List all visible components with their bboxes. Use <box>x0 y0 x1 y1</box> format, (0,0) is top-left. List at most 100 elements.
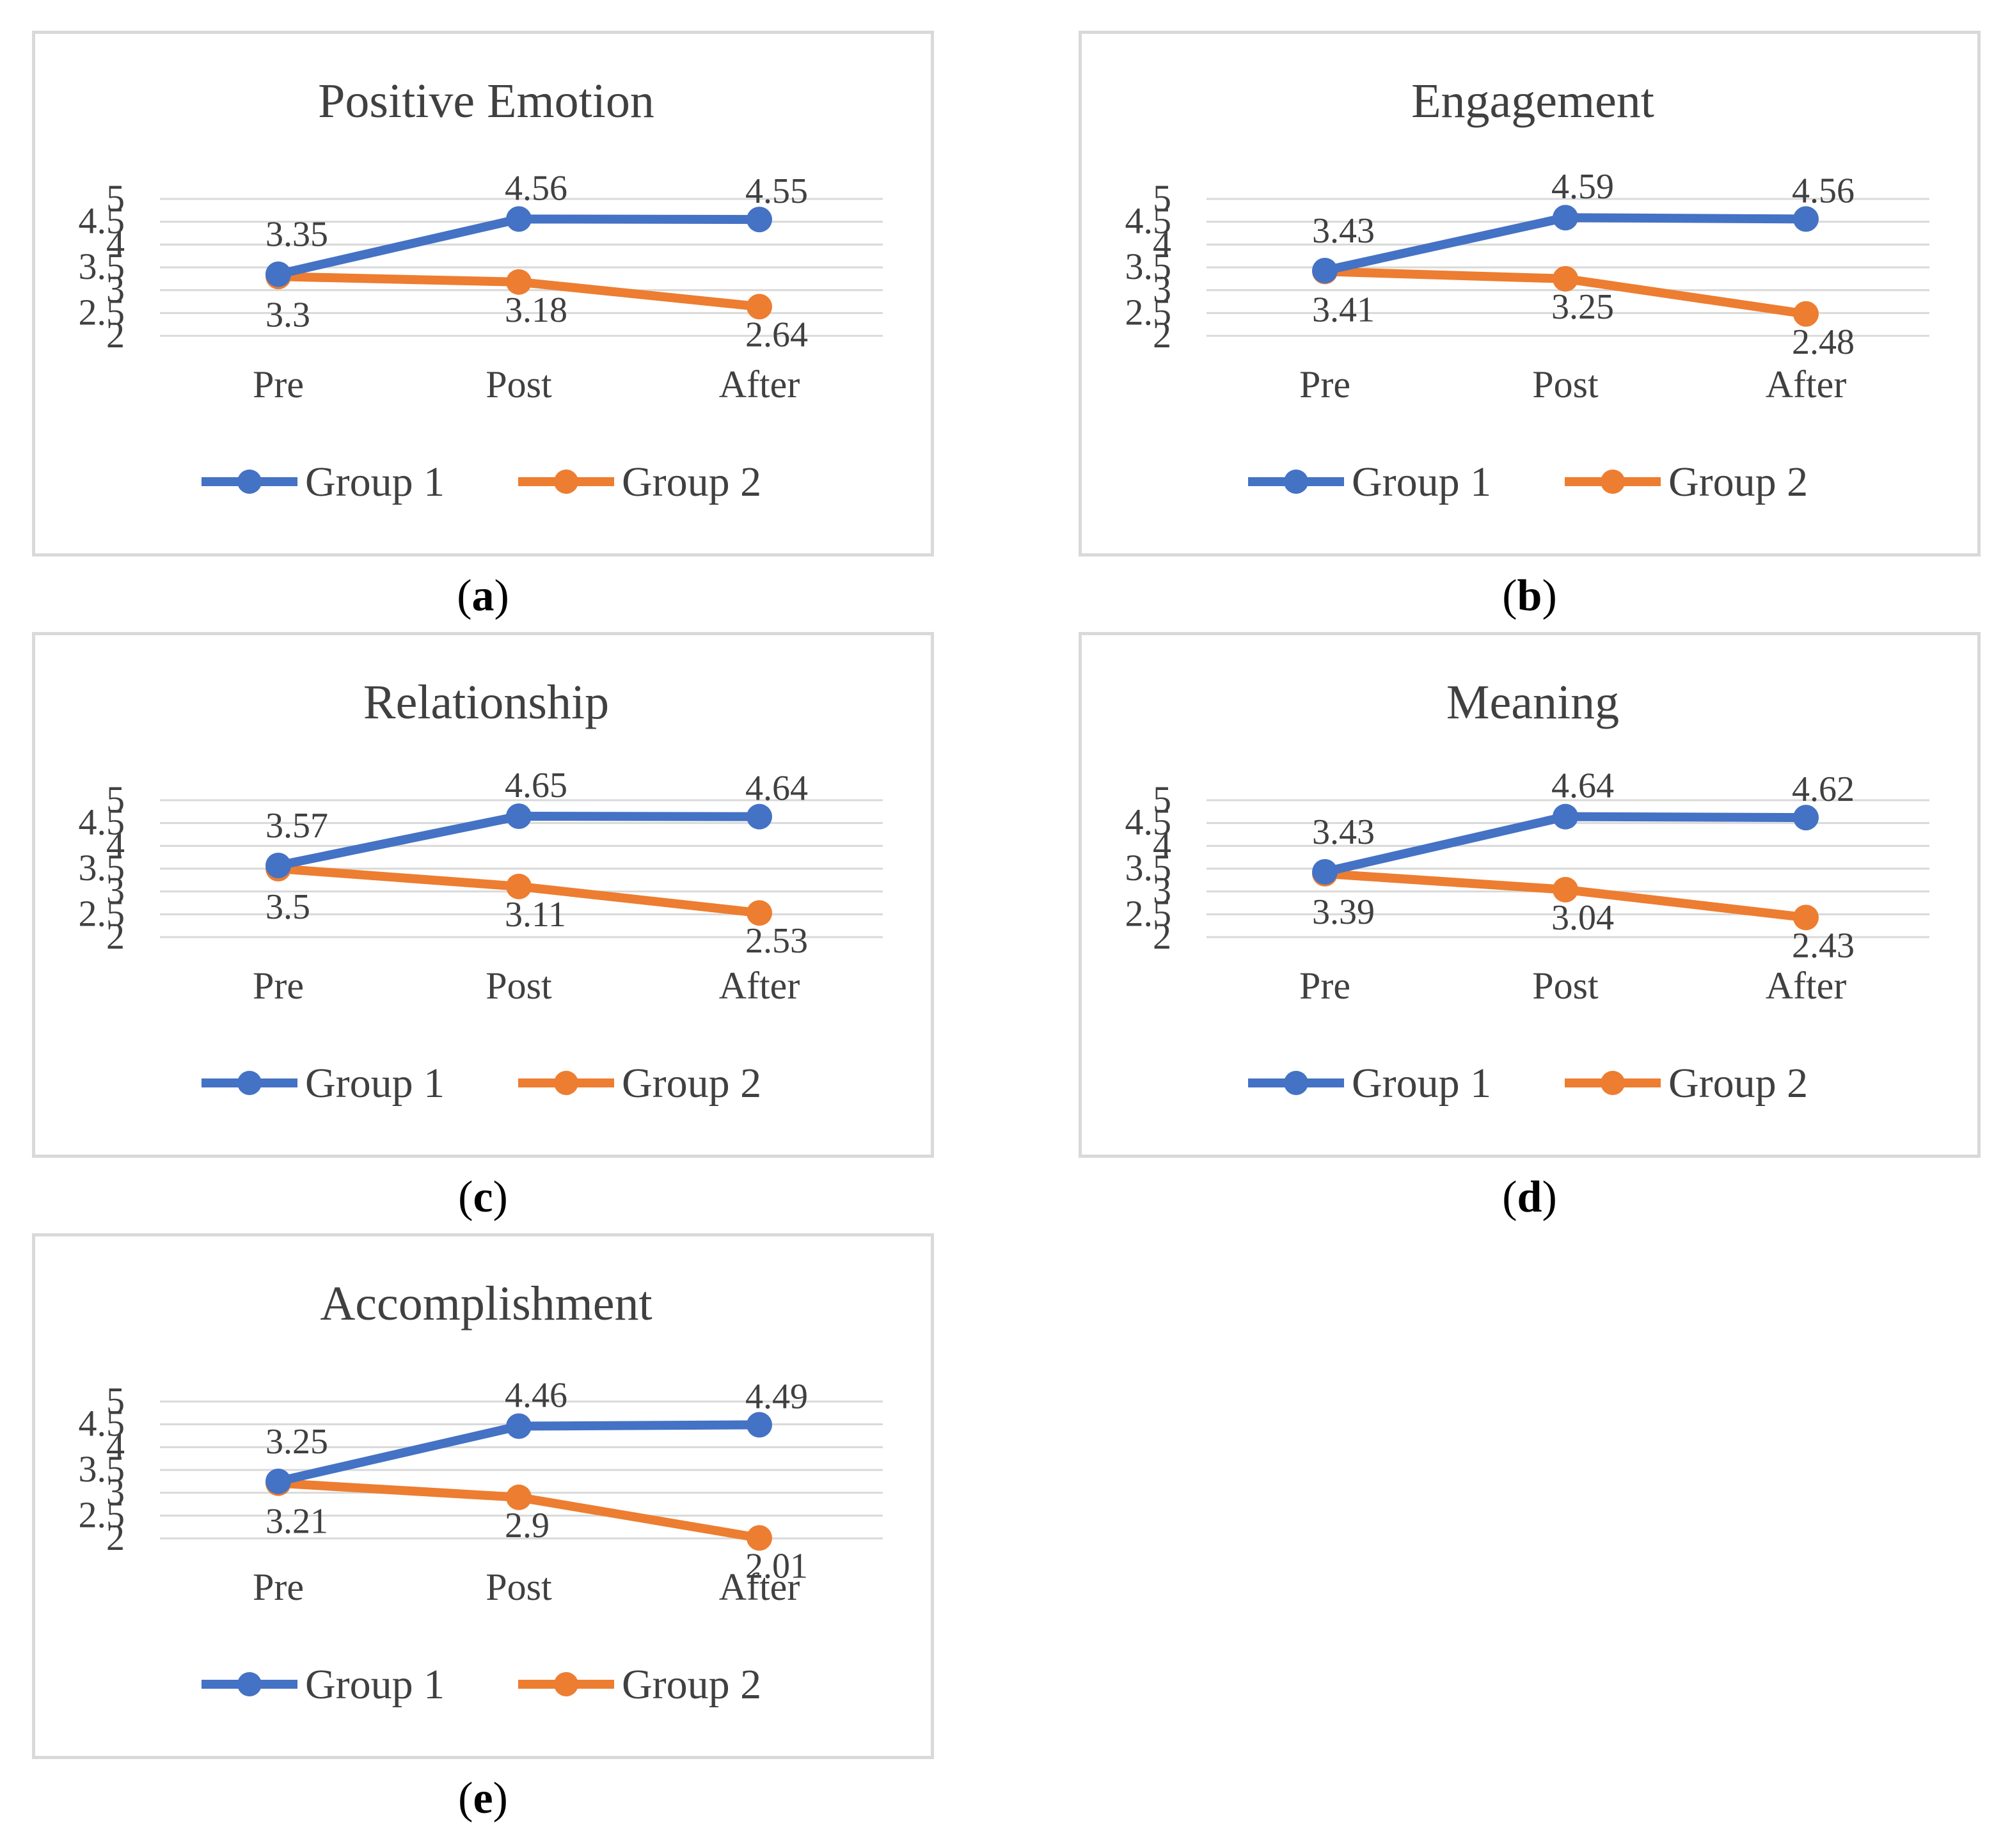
data-point-group-2 <box>506 269 532 295</box>
data-point-group-1 <box>506 803 532 829</box>
data-point-group-2 <box>747 294 772 320</box>
legend-marker-group-2 <box>1601 470 1625 494</box>
chart-svg-d: Meaning 22.533.544.55 Pre Post After 3.43 4.64… <box>1125 675 1929 1107</box>
x-tick-label: Post <box>486 363 552 406</box>
y-tick-label: 4 <box>1153 824 1171 865</box>
data-label-group-1: 4.59 <box>1551 167 1614 207</box>
data-label-group-2: 2.9 <box>505 1506 550 1545</box>
data-point-group-1 <box>506 1413 532 1439</box>
caption-letter: a <box>471 571 495 620</box>
y-tick-label: 4 <box>106 1425 125 1467</box>
legend-marker-group-1 <box>237 1071 262 1095</box>
x-tick-label: Pre <box>253 965 304 1007</box>
y-tick-label: 4.5 <box>1125 802 1172 843</box>
y-tick-label: 4.5 <box>79 1403 125 1444</box>
y-tick-label: 2.5 <box>79 1494 125 1535</box>
legend-marker-group-2 <box>554 1071 578 1095</box>
legend-marker-group-2 <box>554 1672 578 1696</box>
chart-title: Engagement <box>1411 74 1654 128</box>
chart-panel-b: Engagement 2 2.5 3 3.5 4 4.5 5 Pre Post After 3.43 4… <box>1079 31 1981 557</box>
legend-label-group-2: Group 2 <box>622 459 761 505</box>
x-tick-label: Post <box>1532 363 1599 406</box>
data-label-group-1: 4.64 <box>745 769 808 809</box>
legend-label-group-1: Group 1 <box>305 459 445 505</box>
legend-marker-group-1 <box>1284 1071 1308 1095</box>
data-label-group-1: 4.62 <box>1792 770 1855 809</box>
x-tick-label: Post <box>486 1566 552 1608</box>
y-tick-label: 2 <box>1153 314 1171 356</box>
x-tick-label: Pre <box>253 363 304 406</box>
data-label-group-1: 4.46 <box>505 1376 567 1416</box>
y-tick-label: 4 <box>106 824 125 865</box>
caption-letter: d <box>1517 1173 1542 1222</box>
chart-title: Accomplishment <box>320 1277 652 1331</box>
data-point-group-1 <box>1312 257 1338 283</box>
data-point-group-1 <box>747 803 772 830</box>
data-label-group-1: 3.35 <box>265 215 328 255</box>
x-tick-label: After <box>1766 965 1847 1007</box>
y-tick-label: 4.5 <box>79 802 125 843</box>
data-label-group-2: 3.04 <box>1551 898 1614 938</box>
y-tick-label: 3.5 <box>1125 847 1172 888</box>
legend-label-group-1: Group 1 <box>305 1661 445 1708</box>
legend-label-group-2: Group 2 <box>1668 459 1808 505</box>
y-tick-label: 2.5 <box>79 291 125 333</box>
y-tick-label: 2 <box>106 314 125 356</box>
x-tick-label: After <box>1766 363 1847 406</box>
data-label-group-1: 4.56 <box>1792 171 1855 210</box>
data-point-group-2 <box>747 1525 772 1551</box>
data-label-group-2: 2.01 <box>745 1546 808 1586</box>
x-tick-label: Post <box>1532 965 1599 1007</box>
y-tick-label: 2.5 <box>79 892 125 934</box>
data-point-group-2 <box>747 900 772 926</box>
panel-caption-d: (d) <box>1502 1173 1557 1222</box>
y-tick-label: 5 <box>106 177 125 219</box>
data-point-group-2 <box>1553 265 1578 292</box>
y-tick-label: 2.5 <box>1125 291 1172 333</box>
y-tick-label: 4.5 <box>79 200 125 242</box>
data-point-group-1 <box>265 1468 291 1494</box>
data-point-group-1 <box>506 206 532 232</box>
chart-panel-d: Meaning 2 2.5 3 3.5 4 4.5 5 Pre Post After 3.43 4.64… <box>1079 632 1981 1158</box>
data-label-group-2: 3.39 <box>1312 892 1375 932</box>
data-point-group-1 <box>1793 206 1819 232</box>
data-label-group-1: 3.57 <box>265 806 328 846</box>
y-tick-label: 5 <box>1153 778 1171 820</box>
data-label-group-2: 2.53 <box>745 921 808 961</box>
data-label-group-2: 2.64 <box>745 315 808 354</box>
y-tick-label: 3.5 <box>79 1448 125 1490</box>
data-label-group-1: 3.25 <box>265 1422 328 1462</box>
data-point-group-2 <box>506 873 532 899</box>
y-tick-label: 3 <box>106 269 125 310</box>
legend-marker-group-1 <box>237 470 262 494</box>
x-tick-label: After <box>719 363 800 406</box>
data-point-group-1 <box>1553 205 1578 231</box>
data-label-group-1: 3.43 <box>1312 812 1375 852</box>
caption-letter: e <box>473 1774 493 1823</box>
y-tick-label: 3.5 <box>79 246 125 287</box>
y-tick-label: 5 <box>106 1380 125 1421</box>
data-point-group-1 <box>747 1412 772 1438</box>
y-tick-label: 5 <box>106 778 125 820</box>
data-point-group-1 <box>265 261 291 287</box>
data-label-group-2: 2.43 <box>1792 926 1855 965</box>
legend-marker-group-1 <box>237 1672 262 1696</box>
data-label-group-2: 3.18 <box>505 290 567 330</box>
x-tick-label: Pre <box>1299 363 1350 406</box>
panel-caption-e: (e) <box>458 1774 508 1823</box>
data-point-group-2 <box>506 1484 532 1510</box>
data-label-group-1: 4.64 <box>1551 766 1614 806</box>
panel-caption-b: (b) <box>1502 571 1557 620</box>
chart-title: Relationship <box>363 675 609 729</box>
chart-panel-c: Relationship 2 2.5 3 3.5 4 4.5 5 Pre Post After 3.5… <box>32 632 934 1158</box>
data-label-group-2: 3.25 <box>1551 287 1614 327</box>
y-tick-label: 2 <box>106 1517 125 1558</box>
chart-title: Meaning <box>1446 675 1619 729</box>
y-tick-label: 3 <box>106 1471 125 1513</box>
chart-panel-e: Accomplishment 2 2.5 3 3.5 4 4.5 5 Pre Post After 3… <box>32 1233 934 1759</box>
legend-label-group-1: Group 1 <box>305 1060 445 1107</box>
legend-label-group-2: Group 2 <box>622 1661 761 1708</box>
y-tick-label: 3.5 <box>79 847 125 888</box>
chart-panel-a: Positive Emotion 2 2.5 3 3.5 4 4.5 5 Pre Post Afte… <box>32 31 934 557</box>
